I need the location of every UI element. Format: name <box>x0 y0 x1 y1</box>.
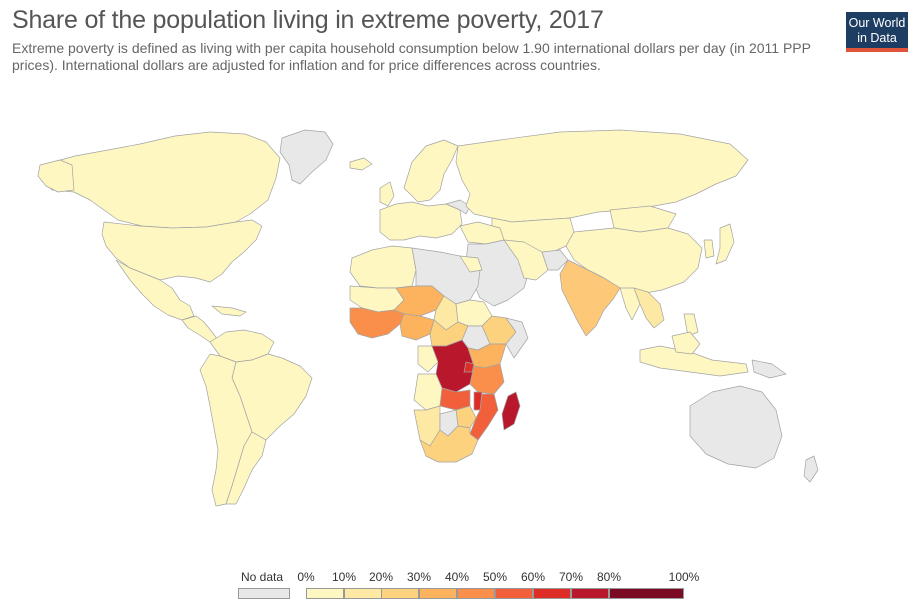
region-madagascar[interactable] <box>501 391 521 431</box>
region-niger[interactable] <box>393 285 445 317</box>
legend-bin-80-100 <box>609 588 684 599</box>
region-tanzania[interactable] <box>469 363 505 395</box>
region-mexico[interactable] <box>115 259 195 321</box>
legend-no-data-swatch <box>238 588 290 599</box>
region-north-africa-west[interactable] <box>349 245 417 289</box>
region-western-europe[interactable] <box>379 201 463 241</box>
region-caribbean[interactable] <box>211 305 247 317</box>
owid-logo[interactable]: Our World in Data <box>846 12 908 52</box>
region-gabon-congo[interactable] <box>417 345 439 373</box>
chart-subtitle: Extreme poverty is defined as living wit… <box>12 40 811 73</box>
legend-tick-70: 70% <box>558 570 584 584</box>
region-nigeria[interactable] <box>399 313 435 341</box>
chart-title: Share of the population living in extrem… <box>12 6 604 34</box>
region-iceland[interactable] <box>349 157 373 171</box>
region-somalia[interactable] <box>505 317 529 359</box>
region-iran[interactable] <box>503 239 549 281</box>
region-india[interactable] <box>559 259 621 337</box>
world-map[interactable] <box>0 110 918 570</box>
region-korea[interactable] <box>703 239 715 259</box>
region-russia[interactable] <box>455 129 749 223</box>
region-uk[interactable] <box>379 181 395 207</box>
region-zimbabwe[interactable] <box>455 405 477 429</box>
legend-tick-40: 40% <box>444 570 470 584</box>
region-alaska[interactable] <box>37 159 75 193</box>
region-central-america[interactable] <box>181 315 219 343</box>
legend-bin-60-70 <box>533 588 571 599</box>
legend-bin-20-30 <box>381 588 419 599</box>
legend-tick-20: 20% <box>368 570 394 584</box>
legend-tick-30: 30% <box>406 570 432 584</box>
legend-no-data-label: No data <box>240 570 284 584</box>
region-borneo[interactable] <box>671 331 701 355</box>
region-philippines[interactable] <box>683 313 699 337</box>
legend-tick-60: 60% <box>520 570 546 584</box>
region-egypt[interactable] <box>459 255 483 273</box>
region-myanmar[interactable] <box>619 287 641 321</box>
legend-bin-50-60 <box>495 588 533 599</box>
region-belarus[interactable] <box>445 199 471 215</box>
region-china[interactable] <box>565 227 703 295</box>
region-greenland[interactable] <box>279 129 334 185</box>
legend-tick-0: 0% <box>297 570 315 584</box>
logo-line-1: Our World <box>848 16 906 30</box>
region-south-africa[interactable] <box>419 425 479 463</box>
region-west-africa[interactable] <box>349 307 405 339</box>
legend-tick-100: 100% <box>668 570 700 584</box>
region-canada[interactable] <box>39 131 281 229</box>
legend-tick-80: 80% <box>596 570 622 584</box>
region-indochina[interactable] <box>633 287 665 329</box>
region-australia[interactable] <box>689 385 783 469</box>
region-argentina[interactable] <box>225 431 267 505</box>
legend-bin-40-50 <box>457 588 495 599</box>
region-japan[interactable] <box>715 223 735 265</box>
region-new-zealand[interactable] <box>803 455 819 483</box>
region-png[interactable] <box>751 359 787 379</box>
region-scandinavia[interactable] <box>403 139 459 203</box>
region-afghanistan[interactable] <box>541 249 569 271</box>
logo-line-2: in Data <box>857 31 897 45</box>
region-usa[interactable] <box>101 219 263 283</box>
region-rwanda-burundi[interactable] <box>463 361 475 373</box>
region-angola[interactable] <box>413 373 443 411</box>
legend-bin-30-40 <box>419 588 457 599</box>
legend-bin-0-10 <box>306 588 344 599</box>
legend-tick-50: 50% <box>482 570 508 584</box>
color-legend: No data 0% 10% 20% 30% 40% 50% 60% 70% 8… <box>236 570 699 610</box>
legend-bin-70-80 <box>571 588 609 599</box>
legend-bin-10-20 <box>344 588 382 599</box>
legend-tick-10: 10% <box>331 570 357 584</box>
